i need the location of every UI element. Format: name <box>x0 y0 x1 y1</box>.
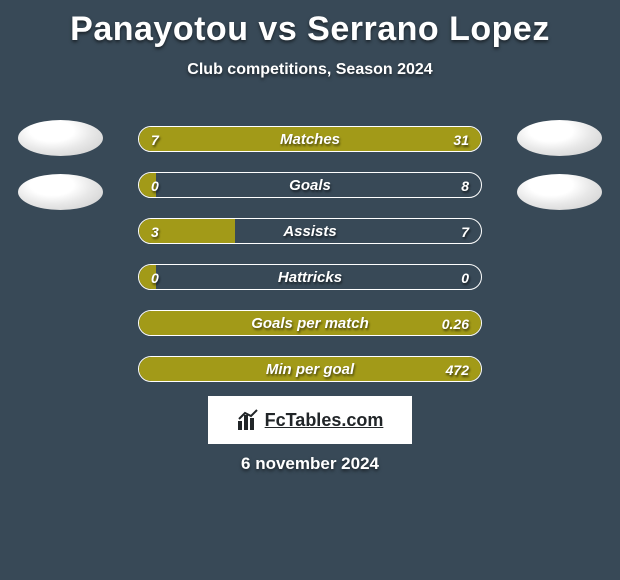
page-subtitle: Club competitions, Season 2024 <box>0 61 620 79</box>
stat-row: Goals per match 0.26 <box>138 310 482 336</box>
player-avatar-left-1 <box>18 120 103 156</box>
date-text: 6 november 2024 <box>0 454 620 474</box>
stat-fill <box>139 265 156 289</box>
player-avatar-left-2 <box>18 174 103 210</box>
player-avatar-right-1 <box>517 120 602 156</box>
branding-link[interactable]: FcTables.com <box>208 396 412 444</box>
stat-value-right: 0 <box>461 265 469 289</box>
comparison-rows: 7 Matches 31 0 Goals 8 3 Assists 7 0 Hat… <box>138 126 482 402</box>
stat-fill <box>139 357 481 381</box>
branding-text: FcTables.com <box>265 410 384 431</box>
player-avatar-right-2 <box>517 174 602 210</box>
stat-value-right: 8 <box>461 173 469 197</box>
stat-row: 3 Assists 7 <box>138 218 482 244</box>
stat-label: Hattricks <box>139 265 481 289</box>
stat-row: Min per goal 472 <box>138 356 482 382</box>
stat-fill <box>139 173 156 197</box>
stat-row: 0 Hattricks 0 <box>138 264 482 290</box>
stat-label: Goals <box>139 173 481 197</box>
stat-row: 7 Matches 31 <box>138 126 482 152</box>
bars-icon <box>237 409 259 431</box>
stat-row: 0 Goals 8 <box>138 172 482 198</box>
stat-value-right: 7 <box>461 219 469 243</box>
stat-fill <box>139 127 481 151</box>
stat-fill <box>139 219 235 243</box>
page-title: Panayotou vs Serrano Lopez <box>0 0 620 49</box>
stat-fill <box>139 311 481 335</box>
